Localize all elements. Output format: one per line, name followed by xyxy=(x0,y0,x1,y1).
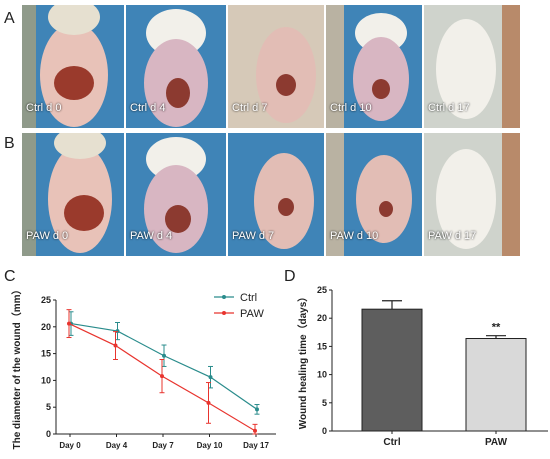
data-point-paw xyxy=(67,321,71,326)
legend-label: Ctrl xyxy=(240,292,257,304)
x-tick-label: PAW xyxy=(485,437,508,448)
photo-ctrl-d10: Ctrl d 10 xyxy=(326,5,422,128)
photo-caption: Ctrl d 17 xyxy=(428,102,470,114)
photo-ctrl-d0: Ctrl d 0 xyxy=(22,5,124,128)
x-tick-label: Ctrl xyxy=(383,437,400,448)
y-tick-label: 0 xyxy=(46,429,51,439)
y-tick-label: 20 xyxy=(41,322,51,332)
panel-label-a: A xyxy=(4,10,15,27)
data-point-paw xyxy=(253,428,257,433)
y-tick-label: 15 xyxy=(317,341,327,351)
x-tick-label: Day 0 xyxy=(59,441,81,450)
legend-marker xyxy=(222,311,226,315)
mouse-image xyxy=(126,133,226,256)
mouse-image xyxy=(22,133,124,256)
panel-label-b: B xyxy=(4,135,15,152)
data-point-paw xyxy=(206,400,211,405)
mouse-image xyxy=(424,133,520,256)
photo-caption: PAW d 4 xyxy=(130,230,173,242)
mouse-image xyxy=(326,5,422,128)
mouse-image xyxy=(22,5,124,128)
panel-label-d: D xyxy=(284,268,296,285)
mouse-image xyxy=(126,5,226,128)
data-point-ctrl xyxy=(255,407,259,412)
legend-label: PAW xyxy=(240,308,264,320)
photo-ctrl-d4: Ctrl d 4 xyxy=(126,5,226,128)
photo-ctrl-d7: Ctrl d 7 xyxy=(228,5,324,128)
y-tick-label: 25 xyxy=(317,285,327,295)
photo-caption: Ctrl d 7 xyxy=(232,102,268,114)
y-tick-label: 25 xyxy=(41,295,51,305)
bar-chart-healing-time: 0 5 10 15 20 25 Wound healing time（days） Ctrl PA… xyxy=(296,285,548,448)
photo-paw-d10: PAW d 10 xyxy=(326,133,422,256)
mouse-image xyxy=(326,133,422,256)
y-tick-label: 10 xyxy=(41,375,51,385)
y-tick-label: 20 xyxy=(317,313,327,323)
y-axis-title: The diameter of the wound（mm） xyxy=(10,284,23,449)
data-point-ctrl xyxy=(162,353,166,358)
significance-marker: ** xyxy=(492,322,501,334)
data-point-paw xyxy=(113,343,118,348)
y-axis-title: Wound healing time（days） xyxy=(296,292,309,430)
mouse-image xyxy=(228,133,324,256)
x-tick-label: Day 17 xyxy=(243,441,269,450)
y-tick-label: 5 xyxy=(322,398,327,408)
data-point-ctrl xyxy=(208,375,213,380)
photo-paw-d17: PAW d 17 xyxy=(424,133,520,256)
x-tick-label: Day 4 xyxy=(106,441,128,450)
panel-label-c: C xyxy=(4,268,16,285)
bar-ctrl xyxy=(361,308,423,432)
photo-caption: PAW d 0 xyxy=(26,230,69,242)
photo-caption: PAW d 17 xyxy=(428,230,477,242)
data-point-paw xyxy=(160,374,164,379)
y-tick-label: 0 xyxy=(322,426,327,436)
legend-marker xyxy=(222,295,226,299)
photo-paw-d7: PAW d 7 xyxy=(228,133,324,256)
line-chart-wound-diameter: 0 5 10 15 20 25 Day 0 Day 4 Day 7 Day 10 Day 17 The… xyxy=(10,284,276,450)
photo-ctrl-d17: Ctrl d 17 xyxy=(424,5,520,128)
photo-caption: PAW d 10 xyxy=(330,230,379,242)
x-tick-label: Day 10 xyxy=(197,441,223,450)
photo-caption: PAW d 7 xyxy=(232,230,275,242)
photo-paw-d0: PAW d 0 xyxy=(22,133,124,256)
mouse-image xyxy=(228,5,324,128)
y-tick-label: 10 xyxy=(317,370,327,380)
y-tick-label: 15 xyxy=(41,349,51,359)
bar-paw xyxy=(465,338,527,432)
data-point-ctrl xyxy=(115,329,120,334)
photo-caption: Ctrl d 10 xyxy=(330,102,372,114)
photo-paw-d4: PAW d 4 xyxy=(126,133,226,256)
photo-caption: Ctrl d 0 xyxy=(26,102,62,114)
y-tick-label: 5 xyxy=(46,402,51,412)
mouse-image xyxy=(424,5,520,128)
x-tick-label: Day 7 xyxy=(152,441,174,450)
photo-caption: Ctrl d 4 xyxy=(130,102,166,114)
